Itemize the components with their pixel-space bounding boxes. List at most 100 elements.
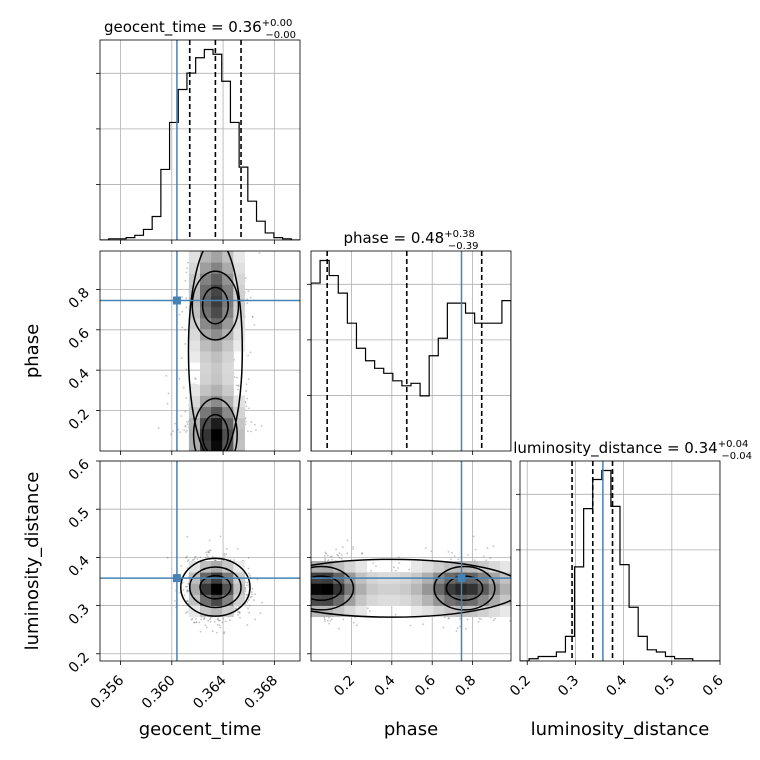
- scatter-point: [186, 589, 189, 592]
- x-tick-label: 0.5: [652, 673, 679, 700]
- density-cell: [411, 605, 423, 618]
- scatter-point: [195, 621, 198, 624]
- scatter-point: [336, 553, 339, 556]
- panel-title: geocent_time = 0.36+0.00 −0.00: [104, 18, 296, 41]
- scatter-point: [182, 588, 185, 591]
- density-cell: [222, 273, 234, 285]
- density-cell: [466, 583, 479, 595]
- scatter-point: [492, 545, 495, 548]
- x-tick-label: 0.8: [452, 673, 479, 700]
- scatter-point: [249, 596, 252, 598]
- scatter-point: [342, 618, 345, 621]
- title-sub: −0.39: [448, 241, 479, 252]
- scatter-point: [181, 310, 184, 313]
- density-cell: [211, 439, 223, 451]
- scatter-point: [327, 616, 330, 619]
- scatter-point: [233, 559, 236, 561]
- scatter-point: [398, 561, 401, 564]
- scatter-point: [195, 378, 197, 381]
- scatter-point: [165, 374, 168, 377]
- density-cell: [222, 583, 234, 595]
- panel-title: luminosity_distance = 0.34+0.04 −0.04: [513, 439, 752, 462]
- density-cell: [222, 605, 234, 618]
- panel-frame: [99, 250, 301, 452]
- density-cell: [211, 362, 223, 374]
- scatter-point: [186, 585, 189, 588]
- scatter-point: [329, 555, 332, 558]
- density-cell: [311, 583, 323, 595]
- scatter-point: [473, 559, 476, 562]
- scatter-point: [178, 377, 181, 380]
- y-tick-label: 0.4: [66, 553, 93, 580]
- scatter-point: [223, 554, 226, 557]
- x-tick-label: 0.6: [700, 672, 727, 699]
- hist-bin: [538, 657, 547, 661]
- scatter-point: [216, 623, 219, 626]
- scatter-point: [235, 384, 238, 387]
- density-cell: [322, 605, 334, 618]
- scatter-point: [190, 618, 193, 621]
- density-cell: [200, 262, 212, 274]
- title-main: phase = 0.48: [343, 229, 444, 247]
- scatter-point: [324, 559, 327, 562]
- scatter-point: [509, 619, 511, 622]
- scatter-point: [338, 627, 340, 630]
- scatter-point: [331, 558, 333, 561]
- density-cell: [499, 583, 511, 595]
- scatter-point: [181, 326, 184, 329]
- scatter-point: [211, 555, 214, 558]
- scatter-point: [236, 376, 238, 379]
- scatter-point: [166, 402, 169, 405]
- scatter-point: [247, 378, 250, 381]
- density-cell: [222, 262, 234, 274]
- density-cell: [222, 339, 234, 352]
- scatter-point: [218, 624, 221, 626]
- density-cell: [333, 605, 345, 618]
- scatter-point: [249, 574, 252, 577]
- title-sub: −0.04: [721, 451, 752, 462]
- scatter-point: [179, 431, 182, 434]
- scatter-point: [194, 377, 196, 380]
- scatter-point: [184, 431, 187, 433]
- density-cell: [211, 384, 223, 396]
- scatter-point: [453, 555, 456, 558]
- scatter-point: [215, 631, 218, 634]
- density-cell: [355, 583, 368, 595]
- scatter-point: [205, 626, 208, 629]
- hist-outline: [520, 469, 720, 661]
- density-cell: [411, 594, 423, 606]
- scatter-point: [186, 267, 188, 270]
- density-cell: [233, 284, 245, 296]
- density-cell: [477, 583, 490, 595]
- scatter-point: [323, 616, 326, 619]
- density-cell: [222, 373, 234, 385]
- scatter-point: [326, 619, 329, 622]
- scatter-point: [324, 551, 327, 554]
- scatter-point: [233, 376, 236, 378]
- density-cell: [188, 561, 201, 573]
- hist-bin: [438, 338, 447, 451]
- density-cell: [233, 428, 245, 441]
- scatter-point: [246, 593, 249, 596]
- density-cell: [188, 406, 201, 419]
- density-cell: [499, 561, 511, 573]
- scatter-point: [208, 539, 211, 542]
- scatter-point: [199, 630, 202, 633]
- density-cell: [333, 594, 345, 606]
- scatter-point: [455, 630, 458, 633]
- scatter-point: [194, 555, 197, 558]
- scatter-panel-phase-luminosity_distance: [311, 461, 511, 661]
- density-cell: [488, 605, 501, 618]
- density-cell: [222, 284, 234, 296]
- hist-outline: [311, 259, 511, 451]
- scatter-point: [465, 627, 467, 630]
- density-cell: [211, 262, 223, 274]
- x-tick-label: 0.4: [603, 672, 630, 699]
- density-cell: [333, 583, 345, 595]
- scatter-point: [489, 557, 492, 560]
- density-cell: [211, 306, 223, 319]
- density-cell: [488, 561, 501, 573]
- hist-bin: [647, 650, 656, 661]
- scatter-point: [248, 599, 250, 601]
- density-cell: [211, 395, 223, 408]
